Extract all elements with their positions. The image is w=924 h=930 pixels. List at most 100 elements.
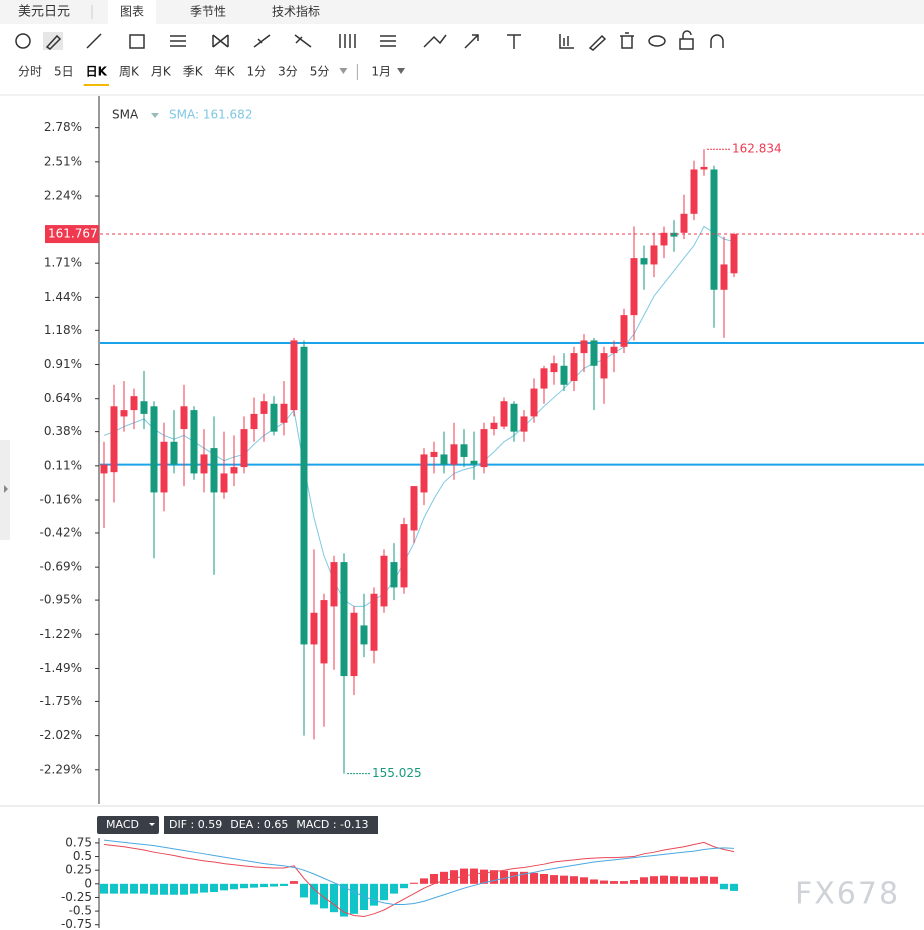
icon[interactable] [423,34,447,48]
y-tick-label: 0.11% [44,458,82,472]
y-tick-label: 0.38% [44,424,82,438]
candle-body [290,340,298,411]
icon[interactable] [339,34,356,48]
candle-body [220,473,228,493]
macd-bar [170,883,178,895]
period[interactable]: 1月 [371,65,391,79]
macd-bar [660,875,668,884]
macd-bar [370,883,378,906]
candle-body [630,258,638,316]
icon[interactable] [679,30,694,50]
candle-body [300,346,308,645]
dropdown-arrow[interactable] [339,68,348,74]
macd-bar [580,877,588,884]
macd-bar [570,876,578,884]
candle-body [660,232,668,246]
candle-body [700,166,708,170]
sma-label: SMA: 161.682 [169,108,252,122]
timeframe[interactable]: 分时 [18,65,42,79]
macd-bar [320,883,328,909]
timeframe[interactable]: 5日 [54,65,74,79]
dropdown-arrow[interactable] [151,113,159,118]
candle-body [360,625,368,645]
icon[interactable] [212,34,229,48]
indicator-name[interactable]: SMA [112,108,139,122]
macd-bar [700,876,708,884]
timeframe[interactable]: 季K [183,65,204,79]
macd-bar [530,872,538,884]
timeframe[interactable]: 日K [86,65,108,79]
timeframe[interactable]: 1分 [246,65,266,79]
macd-select[interactable] [97,816,159,834]
macd-bar [150,883,158,895]
symbol: 美元日元 [18,5,70,20]
timeframe[interactable]: 年K [215,65,236,79]
icon[interactable] [45,34,62,50]
macd-name[interactable]: MACD [106,818,139,831]
tab-bg [108,0,157,24]
timeframe[interactable]: 月K [151,65,172,79]
icon[interactable] [559,34,574,49]
candle-body [120,410,128,417]
macd-bar [110,883,118,894]
tab[interactable]: 季节性 [190,5,226,19]
candle-body [530,388,538,417]
macd-bar [480,869,488,884]
candle-body [480,429,488,468]
macd-bar [280,883,288,886]
candle-body [110,406,118,473]
icon[interactable] [620,32,634,49]
macd-bar [330,883,338,913]
macd-legend-bg [164,816,378,834]
icon[interactable] [710,34,724,48]
icon[interactable] [648,35,666,47]
y-tick-label: -2.02% [40,728,82,742]
dropdown-arrow[interactable] [397,68,406,74]
candle-body [590,340,598,366]
macd-bar [230,883,238,890]
icon[interactable] [170,35,186,47]
timeframe[interactable]: 周K [119,65,140,79]
icon[interactable] [294,34,312,48]
timeframe[interactable]: 3分 [278,65,298,79]
y-tick-label: -0.95% [40,593,82,607]
candle-body [600,353,608,379]
candle-body [640,258,648,265]
macd-line [103,839,735,906]
macd-bar [140,883,148,894]
candle-body [350,612,358,677]
candle-body [610,346,618,354]
candle-body [680,213,688,233]
macd-bar [360,883,368,910]
candle-body [280,403,288,423]
icon[interactable] [380,35,396,47]
y-tick-label: 2.51% [44,154,82,168]
icon[interactable] [507,34,521,49]
tab[interactable]: 技术指标 [272,4,320,19]
candle-body [410,486,418,531]
candle-body [250,413,258,430]
legend-item: DEA : 0.65 [230,818,288,831]
tab[interactable]: 图表 [120,5,144,19]
candle-body [190,410,198,474]
icon[interactable] [15,33,31,49]
y-tick-label: -1.75% [40,694,82,708]
icon[interactable] [129,34,145,49]
icon[interactable] [253,34,271,48]
icon[interactable] [464,34,479,49]
macd-bar [600,880,608,884]
macd-bar [220,883,228,891]
high-label: 162.834 [732,142,782,156]
icon[interactable] [86,33,102,49]
candle-body [650,245,658,265]
macd-bar [100,883,108,894]
y-tick-label: 0.64% [44,391,82,405]
candle-body [450,444,458,465]
macd-bar [260,883,268,888]
icon[interactable] [588,34,607,51]
candle-body [710,169,718,290]
macd-bar [420,878,428,884]
timeframe[interactable]: 5分 [310,65,330,79]
macd-legend: DIF : 0.59 DEA : 0.65 MACD : -0.13 [169,818,369,831]
candle-body [570,353,578,381]
